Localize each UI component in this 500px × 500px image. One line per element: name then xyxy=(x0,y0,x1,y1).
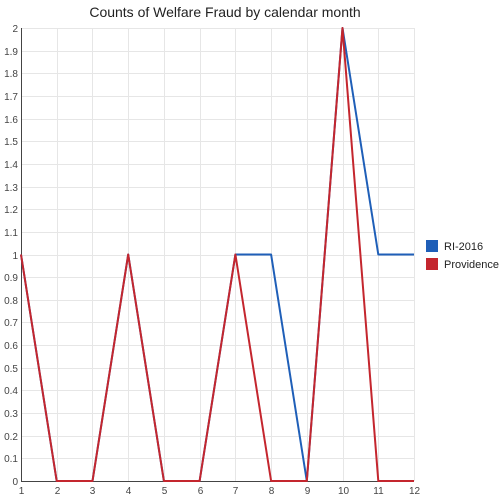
y-tick-label: 0.7 xyxy=(4,318,18,329)
y-tick-label: 0.6 xyxy=(4,341,18,352)
y-tick-label: 1 xyxy=(12,251,18,262)
y-tick-label: 1.2 xyxy=(4,205,18,216)
series-line xyxy=(20,27,414,482)
y-tick-label: 1.3 xyxy=(4,183,18,194)
x-tick-label: 6 xyxy=(198,486,204,497)
tick-labels: 0 0.1 0.2 0.3 0.4 0.5 0.6 0.7 0.8 0.9 1 1.1 1.2 1.3 1.… xyxy=(4,24,420,497)
y-tick-label: 0.8 xyxy=(4,296,18,307)
y-tick-label: 1.9 xyxy=(4,47,18,58)
legend-swatch xyxy=(426,258,438,270)
y-tick-label: 1.7 xyxy=(4,92,18,103)
chart-title: Counts of Welfare Fraud by calendar mont… xyxy=(89,4,360,20)
x-tick-label: 4 xyxy=(126,486,132,497)
x-tick-label: 2 xyxy=(55,486,61,497)
legend-swatch xyxy=(426,240,438,252)
grid xyxy=(21,28,415,481)
y-tick-label: 0 xyxy=(12,477,18,488)
x-tick-label: 7 xyxy=(233,486,239,497)
y-tick-label: 0.1 xyxy=(4,454,18,465)
y-tick-label: 0.2 xyxy=(4,432,18,443)
y-tick-label: 1.8 xyxy=(4,69,18,80)
x-tick-label: 3 xyxy=(90,486,96,497)
legend-label: Providence xyxy=(444,259,499,271)
x-tick-label: 9 xyxy=(305,486,311,497)
x-tick-label: 1 xyxy=(19,486,25,497)
legend: RI-2016 Providence xyxy=(426,240,499,271)
x-tick-label: 12 xyxy=(409,486,421,497)
y-tick-label: 0.9 xyxy=(4,273,18,284)
y-tick-label: 1.4 xyxy=(4,160,18,171)
y-tick-label: 0.5 xyxy=(4,364,18,375)
y-tick-label: 0.3 xyxy=(4,409,18,420)
x-tick-label: 5 xyxy=(162,486,168,497)
x-tick-label: 10 xyxy=(338,486,350,497)
y-tick-label: 1.5 xyxy=(4,137,18,148)
y-tick-label: 0.4 xyxy=(4,386,18,397)
x-tick-label: 11 xyxy=(373,486,384,497)
y-tick-label: 1.1 xyxy=(4,228,18,239)
legend-label: RI-2016 xyxy=(444,241,483,253)
y-tick-label: 2 xyxy=(12,24,18,35)
series-lines xyxy=(20,27,414,482)
y-tick-label: 1.6 xyxy=(4,115,18,126)
x-tick-label: 8 xyxy=(269,486,275,497)
